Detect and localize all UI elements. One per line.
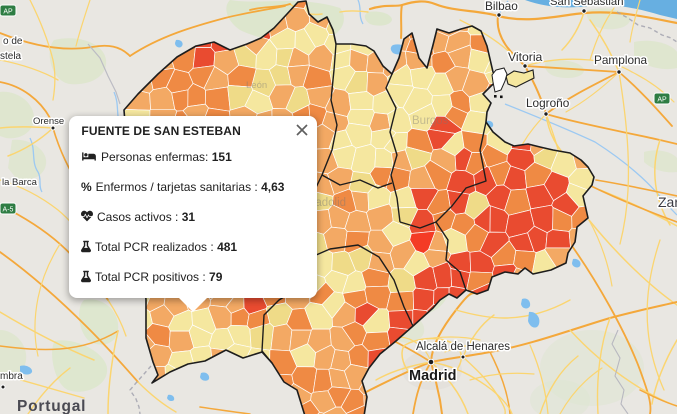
svg-text:la Barca: la Barca: [2, 177, 38, 188]
svg-text:San Sebastián: San Sebastián: [550, 0, 624, 8]
svg-text:León: León: [246, 80, 267, 91]
svg-text:Orense: Orense: [33, 116, 64, 127]
svg-text:Alcalá de Henares: Alcalá de Henares: [416, 341, 510, 353]
svg-text:Zar: Zar: [658, 194, 677, 210]
svg-text:Pamplona: Pamplona: [594, 53, 648, 67]
svg-text:Bilbao: Bilbao: [485, 0, 518, 13]
svg-text:AP: AP: [657, 97, 667, 104]
svg-text:Vitoria: Vitoria: [508, 50, 543, 64]
svg-text:mbra: mbra: [0, 371, 23, 382]
svg-text:Madrid: Madrid: [409, 368, 457, 384]
svg-text:Burgos: Burgos: [412, 115, 449, 127]
svg-text:o de: o de: [3, 36, 23, 47]
svg-text:AP: AP: [3, 9, 13, 16]
svg-text:Logroño: Logroño: [526, 96, 570, 110]
svg-text:A-5: A-5: [3, 207, 14, 214]
svg-text:stela: stela: [0, 51, 22, 62]
svg-text:Portugal: Portugal: [17, 398, 86, 414]
